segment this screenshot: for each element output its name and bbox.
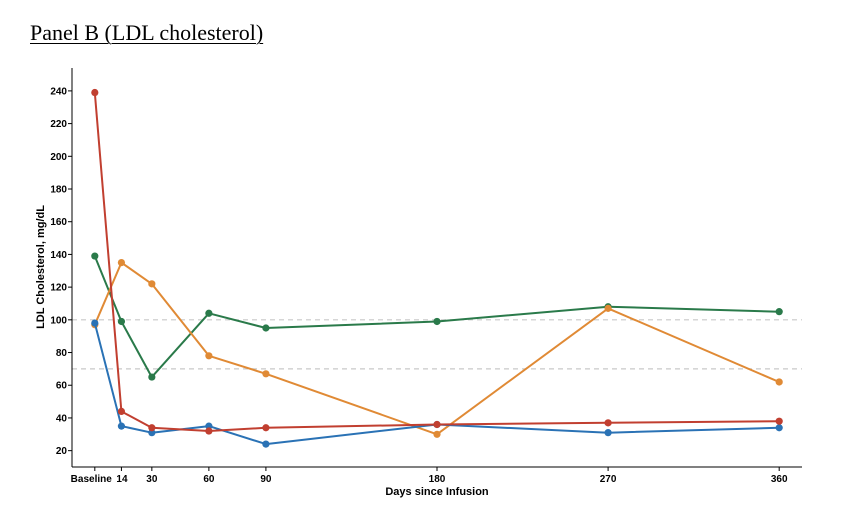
data-point xyxy=(262,324,270,332)
data-point xyxy=(775,424,783,432)
y-tick-label: 180 xyxy=(50,185,67,196)
series-line xyxy=(93,322,780,446)
data-point xyxy=(117,317,126,326)
y-tick-label: 20 xyxy=(56,446,68,457)
data-point xyxy=(775,378,783,386)
data-point xyxy=(117,407,126,416)
x-axis: Baseline 14 30 60 90 180 270 360 xyxy=(71,467,788,485)
data-point xyxy=(262,370,270,378)
data-point xyxy=(604,419,612,427)
y-tick-label: 160 xyxy=(50,217,67,228)
series-4 xyxy=(91,88,783,435)
x-tick-label: 180 xyxy=(429,474,446,485)
x-tick-label: 90 xyxy=(260,474,272,485)
y-axis-title: LDL Cholesterol, mg/dL xyxy=(35,205,47,329)
data-point xyxy=(262,424,270,432)
panel-title: Panel B (LDL cholesterol) xyxy=(30,20,264,45)
data-point xyxy=(205,352,213,360)
x-tick-label: Baseline xyxy=(71,474,113,485)
data-point xyxy=(604,429,612,437)
x-tick-label: 270 xyxy=(600,474,617,485)
data-point xyxy=(433,420,441,429)
x-tick-label: 60 xyxy=(203,474,215,485)
x-tick-label: 14 xyxy=(116,474,128,485)
y-tick-label: 200 xyxy=(50,152,67,163)
y-axis: 20 40 60 80 100 120 140 160 180 200 220 240 xyxy=(50,86,72,457)
series-group xyxy=(91,88,783,448)
data-point xyxy=(148,280,156,288)
data-point xyxy=(205,309,213,317)
data-point xyxy=(117,258,126,267)
y-tick-label: 100 xyxy=(50,315,67,326)
data-point xyxy=(117,422,126,430)
data-point xyxy=(262,440,270,448)
x-axis-title: Days since Infusion xyxy=(385,486,489,498)
x-tick-label: 360 xyxy=(771,474,788,485)
y-tick-label: 140 xyxy=(50,250,67,261)
series-3 xyxy=(91,319,783,448)
data-point xyxy=(91,319,99,327)
data-point xyxy=(433,430,441,438)
data-point xyxy=(433,317,441,326)
series-line xyxy=(93,92,780,432)
y-tick-label: 220 xyxy=(50,119,67,130)
series-line xyxy=(93,261,780,436)
data-point xyxy=(91,252,99,260)
data-point xyxy=(775,308,783,316)
data-point xyxy=(775,417,783,425)
y-tick-label: 80 xyxy=(56,348,68,359)
y-tick-label: 60 xyxy=(56,381,68,392)
x-tick-label: 30 xyxy=(146,474,158,485)
data-point xyxy=(604,304,612,312)
series-1 xyxy=(91,252,783,381)
y-tick-label: 40 xyxy=(56,413,68,424)
y-tick-label: 120 xyxy=(50,283,67,294)
y-tick-label: 240 xyxy=(50,86,67,97)
data-point xyxy=(91,88,99,97)
data-point xyxy=(148,424,156,432)
series-line xyxy=(93,255,780,379)
data-point xyxy=(148,373,156,381)
data-point xyxy=(205,427,213,435)
series-2 xyxy=(91,258,783,438)
